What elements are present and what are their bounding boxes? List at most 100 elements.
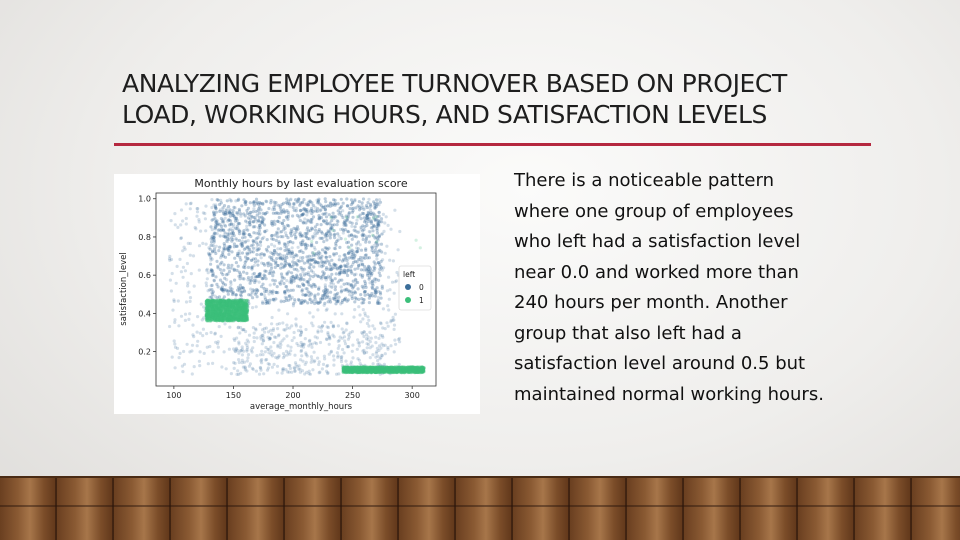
scatter-point-series-0 <box>308 209 313 213</box>
scatter-point-series-0 <box>265 301 270 305</box>
scatter-point-series-0 <box>289 297 293 301</box>
scatter-point-series-0 <box>228 219 233 223</box>
scatter-point-series-0 <box>255 200 259 204</box>
scatter-point-series-0 <box>322 212 327 216</box>
scatter-point-series-0 <box>306 272 310 276</box>
scatter-point-series-0 <box>343 298 347 302</box>
scatter-point-series-1 <box>234 308 238 313</box>
scatter-point-series-0 <box>261 282 265 286</box>
scatter-point-series-0 <box>338 278 342 282</box>
scatter-point-series-0 <box>317 214 321 218</box>
scatter-point-series-0 <box>339 264 343 268</box>
scatter-point-series-0 <box>273 249 277 253</box>
scatter-point-series-0 <box>333 297 337 302</box>
scatter-point-series-0 <box>346 229 350 233</box>
scatter-point-series-0 <box>230 231 234 235</box>
scatter-point-series-0 <box>352 255 357 259</box>
scatter-point-series-0 <box>188 312 192 316</box>
scatter-point-series-0 <box>326 230 331 234</box>
scatter-point-series-0 <box>309 244 313 248</box>
scatter-point-series-0 <box>221 206 225 210</box>
scatter-point-series-0 <box>377 210 381 215</box>
scatter-point-series-0 <box>323 290 327 294</box>
scatter-point-series-0 <box>269 201 273 205</box>
scatter-point-series-0 <box>258 226 262 230</box>
scatter-point-series-0 <box>299 249 303 253</box>
scatter-point-series-0 <box>275 211 279 215</box>
scatter-point-series-0 <box>228 223 232 227</box>
scatter-point-series-0 <box>260 277 264 281</box>
scatter-point-series-0 <box>310 269 314 273</box>
scatter-point-series-0 <box>242 232 246 236</box>
scatter-point-series-0 <box>325 234 330 238</box>
scatter-point-series-0 <box>238 229 242 233</box>
scatter-point-series-0 <box>331 333 335 337</box>
scatter-point-series-0 <box>201 211 205 215</box>
scatter-point-series-0 <box>321 260 325 264</box>
scatter-point-series-0 <box>256 231 260 235</box>
scatter-point-series-0 <box>237 301 241 305</box>
scatter-point-series-0 <box>332 358 336 362</box>
scatter-point-series-0 <box>366 217 370 221</box>
scatter-point-series-0 <box>319 208 323 212</box>
scatter-point-series-0 <box>278 230 282 234</box>
scatter-point-series-0 <box>314 228 318 232</box>
scatter-point-series-0 <box>223 224 228 228</box>
scatter-point-series-0 <box>347 251 351 255</box>
scatter-point-series-0 <box>345 197 349 201</box>
scatter-point-series-0 <box>255 202 259 206</box>
scatter-point-series-0 <box>257 215 261 219</box>
scatter-point-series-0 <box>317 261 321 265</box>
scatter-point-series-0 <box>286 289 291 293</box>
scatter-point-series-0 <box>272 351 276 355</box>
scatter-point-series-0 <box>324 215 329 219</box>
scatter-point-series-0 <box>300 201 304 205</box>
scatter-point-series-0 <box>251 296 255 300</box>
scatter-point-series-0 <box>251 272 255 276</box>
scatter-point-series-0 <box>216 285 220 289</box>
scatter-point-series-0 <box>360 301 364 305</box>
scatter-point-series-0 <box>236 316 240 321</box>
scatter-point-series-0 <box>227 347 231 351</box>
scatter-point-series-0 <box>217 249 221 253</box>
scatter-point-series-0 <box>302 273 306 277</box>
scatter-point-series-0 <box>376 295 380 300</box>
scatter-point-series-0 <box>319 256 323 260</box>
scatter-point-series-0 <box>381 326 385 330</box>
scatter-point-series-0 <box>227 218 231 222</box>
scatter-point-series-0 <box>306 290 310 294</box>
scatter-point-series-0 <box>330 215 334 219</box>
scatter-point-series-0 <box>305 255 309 259</box>
scatter-point-series-0 <box>347 211 351 215</box>
scatter-point-series-0 <box>356 287 360 291</box>
scatter-point-series-0 <box>370 280 374 284</box>
scatter-point-series-0 <box>321 362 326 366</box>
scatter-point-series-0 <box>305 232 309 236</box>
scatter-point-series-0 <box>363 289 367 294</box>
scatter-point-series-0 <box>254 197 259 201</box>
scatter-point-series-0 <box>320 265 324 269</box>
scatter-point-series-0 <box>369 219 373 223</box>
scatter-point-series-0 <box>392 318 396 322</box>
scatter-point-series-0 <box>359 268 363 272</box>
scatter-point-series-0 <box>272 297 276 301</box>
scatter-point-series-0 <box>227 252 231 256</box>
scatter-point-series-0 <box>271 278 275 282</box>
scatter-point-series-0 <box>210 283 214 287</box>
scatter-point-series-0 <box>344 359 348 363</box>
scatter-point-series-0 <box>244 202 248 207</box>
scatter-point-series-0 <box>232 366 236 370</box>
scatter-point-series-0 <box>328 234 332 238</box>
scatter-point-series-0 <box>385 321 389 325</box>
scatter-point-series-0 <box>294 209 298 213</box>
scatter-point-series-0 <box>357 297 361 301</box>
scatter-point-series-0 <box>251 288 255 292</box>
scatter-point-series-0 <box>258 232 262 236</box>
scatter-point-series-0 <box>226 263 231 267</box>
scatter-point-series-0 <box>363 293 367 297</box>
scatter-point-series-0 <box>212 210 216 214</box>
scatter-point-series-0 <box>292 254 296 258</box>
scatter-point-series-0 <box>284 285 289 289</box>
scatter-point-series-0 <box>214 220 218 224</box>
scatter-point-series-0 <box>322 219 326 223</box>
